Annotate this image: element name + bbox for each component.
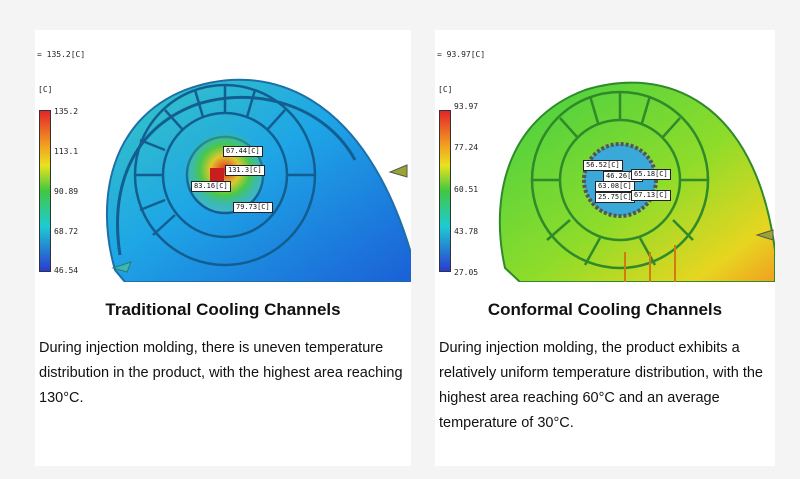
conformal-part-render bbox=[498, 81, 775, 282]
max-temperature-label: = 93.97[C] bbox=[437, 50, 486, 59]
traditional-simulation-image: = 135.2[C] [C] 135.2 113.1 90.89 68.72 4… bbox=[35, 30, 411, 282]
max-temperature-label: = 135.2[C] bbox=[37, 50, 86, 59]
card-title: Conformal Cooling Channels bbox=[487, 300, 723, 319]
legend-unit: [C] bbox=[438, 85, 453, 94]
conformal-cooling-card: = 93.97[C] [C] 93.97 77.24 60.51 43.78 2… bbox=[435, 30, 775, 466]
legend-tick: 113.1 bbox=[54, 147, 79, 156]
temperature-probe: 79.73[C] bbox=[233, 202, 273, 213]
legend-tick: 68.72 bbox=[54, 227, 79, 236]
temperature-probe: 63.08[C] bbox=[595, 181, 635, 192]
temperature-probe: 83.16[C] bbox=[191, 181, 231, 192]
legend-tick: 43.78 bbox=[454, 227, 479, 236]
temperature-probe: 25.75[C] bbox=[595, 192, 635, 203]
temperature-probe: 56.52[C] bbox=[583, 160, 623, 171]
legend-tick: 90.89 bbox=[54, 187, 79, 196]
temperature-probe: 67.13[C] bbox=[631, 190, 671, 201]
card-description: During injection molding, there is uneve… bbox=[39, 340, 403, 406]
legend-tick: 135.2 bbox=[54, 107, 79, 116]
card-description: During injection molding, the product ex… bbox=[439, 340, 763, 431]
traditional-cooling-card: = 135.2[C] [C] 135.2 113.1 90.89 68.72 4… bbox=[35, 30, 411, 466]
legend-unit: [C] bbox=[38, 85, 53, 94]
legend-tick: 93.97 bbox=[454, 102, 479, 111]
conformal-simulation-image: = 93.97[C] [C] 93.97 77.24 60.51 43.78 2… bbox=[435, 30, 775, 282]
legend-tick: 46.54 bbox=[54, 266, 79, 275]
legend-tick: 77.24 bbox=[454, 143, 479, 152]
temperature-probe: 67.44[C] bbox=[223, 146, 263, 157]
legend-tick: 27.05 bbox=[454, 268, 479, 277]
card-title: Traditional Cooling Channels bbox=[105, 300, 341, 319]
temperature-legend-bar bbox=[39, 110, 51, 272]
temperature-probe: 131.3[C] bbox=[225, 165, 265, 176]
legend-tick: 60.51 bbox=[454, 185, 479, 194]
temperature-legend-bar bbox=[439, 110, 451, 272]
temperature-probe: 65.18[C] bbox=[631, 169, 671, 180]
